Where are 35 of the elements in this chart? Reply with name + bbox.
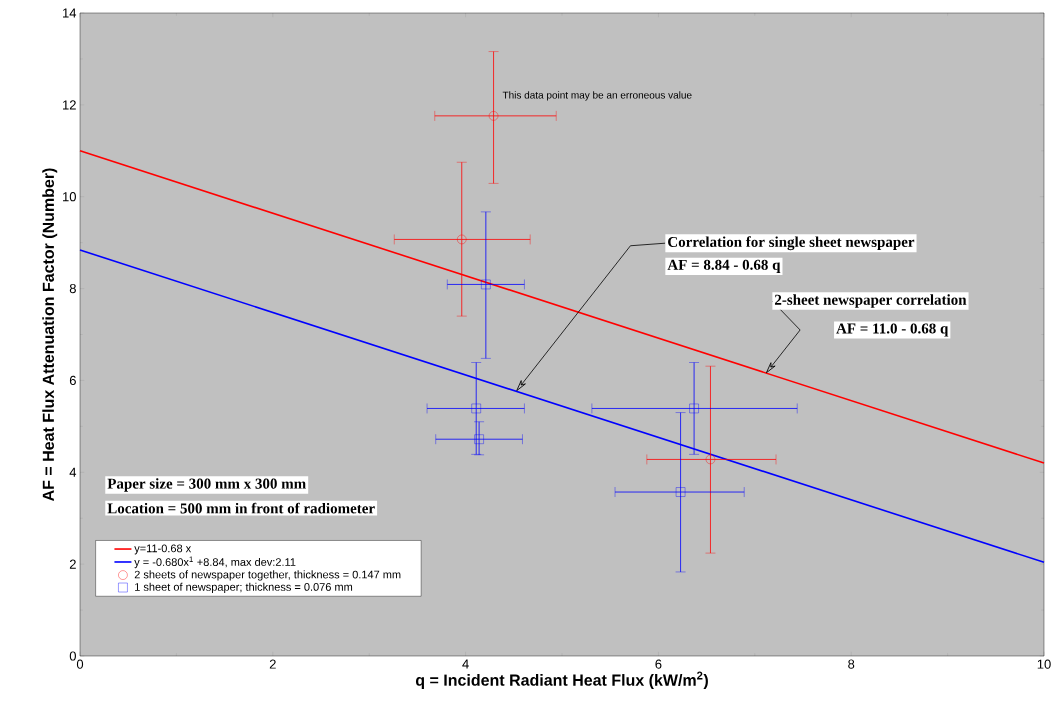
annotation: 2-sheet newspaper correlation bbox=[774, 294, 967, 308]
point bbox=[689, 403, 699, 414]
x-tick-label: 0 bbox=[76, 659, 84, 669]
point bbox=[675, 487, 686, 497]
y-tick-label: 6 bbox=[69, 375, 76, 386]
y-tick-label: 0 bbox=[69, 651, 76, 661]
y-tick-label: 2 bbox=[69, 559, 76, 569]
x-axis-title: q = Incident Radiant Heat Flux (kW/m$^{2}$) bbox=[415, 671, 708, 689]
x-tick-label: 4 bbox=[462, 659, 469, 669]
y-tick-label: 14 bbox=[63, 8, 77, 18]
annotation: AF = 11.0 - 0.68 q bbox=[836, 323, 949, 337]
point bbox=[457, 234, 467, 245]
legend-label: y = -0.680x$^{1}$ +8.84, max dev:2.11 bbox=[134, 556, 296, 569]
annotation: Paper size = 300 mm x 300 mm bbox=[107, 478, 306, 492]
x-tick-label: 6 bbox=[655, 659, 662, 669]
y-tick-label: 10 bbox=[63, 192, 76, 202]
point bbox=[481, 279, 491, 290]
x-tick-label: 10 bbox=[1037, 659, 1051, 669]
annotation: Correlation for single sheet newspaper bbox=[668, 236, 915, 251]
y-axis-title: AF = Heat Flux Attenuation Factor (Number) bbox=[42, 168, 58, 501]
point bbox=[471, 403, 481, 414]
annotation: Location = 500 mm in front of radiometer bbox=[107, 502, 375, 514]
x-tick-label: 8 bbox=[848, 659, 855, 669]
legend-label: 1 sheet of newspaper; thickness = 0.076 mm bbox=[135, 582, 353, 594]
legend-label: y=11-0.68 x bbox=[134, 544, 192, 555]
annotation: This data point may be an erroneous value bbox=[502, 91, 692, 101]
legend-label: 2 sheets of newspaper together, thickness = 0.147 mm bbox=[134, 570, 401, 581]
x-tick-label: 2 bbox=[269, 659, 276, 669]
point bbox=[488, 111, 499, 121]
y-tick-label: 8 bbox=[69, 283, 76, 294]
point bbox=[705, 454, 716, 465]
annotation: AF = 8.84 - 0.68 q bbox=[667, 259, 781, 273]
y-tick-label: 12 bbox=[63, 100, 76, 110]
y-tick-label: 4 bbox=[69, 467, 77, 477]
point bbox=[474, 434, 484, 444]
